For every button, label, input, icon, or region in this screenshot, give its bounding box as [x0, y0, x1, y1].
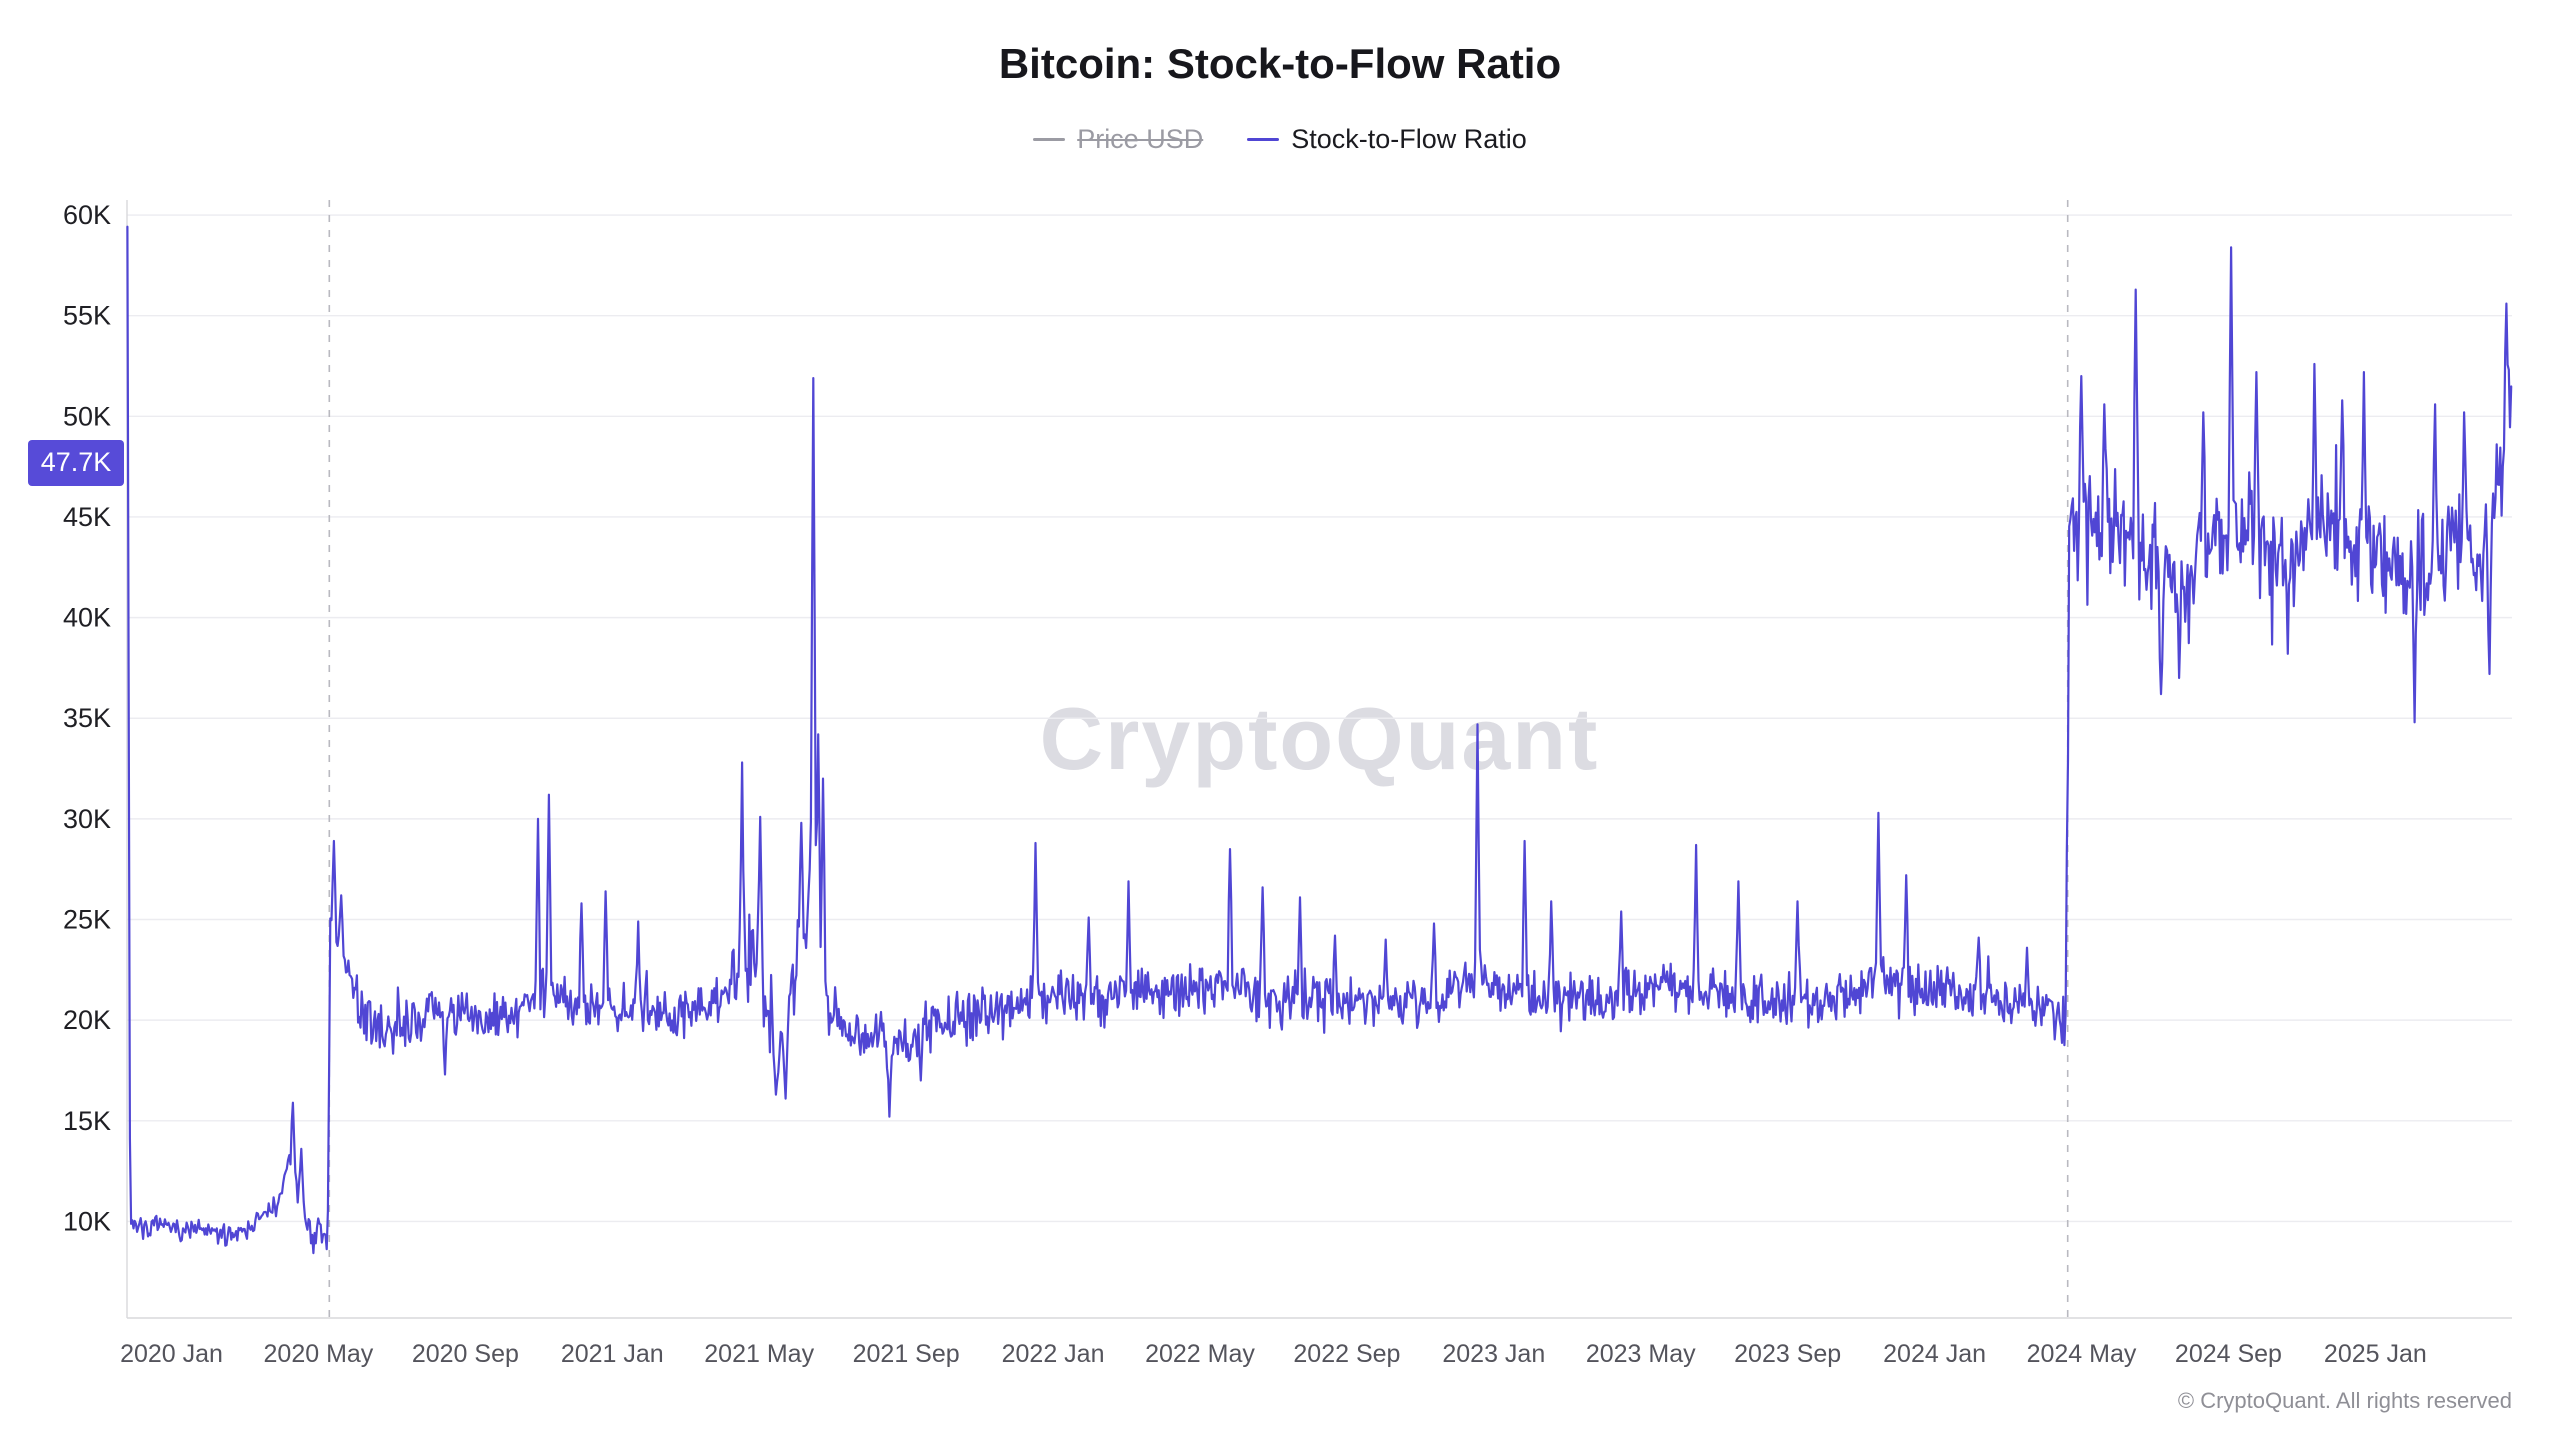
legend-item-price-usd[interactable]: Price USD: [1033, 124, 1203, 155]
x-axis-label: 2022 May: [1145, 1340, 1255, 1368]
cryptoquant-watermark: CryptoQuant: [1039, 689, 1600, 788]
x-axis-label: 2022 Jan: [1002, 1340, 1105, 1368]
y-axis-label: 40K: [63, 603, 111, 633]
y-axis-label: 55K: [63, 301, 111, 331]
y-axis-label: 10K: [63, 1206, 111, 1236]
current-value-badge: 47.7K: [28, 439, 124, 486]
x-axis-label: 2020 May: [264, 1340, 374, 1368]
x-axis-label: 2022 Sep: [1293, 1340, 1400, 1368]
x-axis-label: 2021 May: [704, 1340, 814, 1368]
x-axis-label: 2025 Jan: [2324, 1340, 2427, 1368]
x-axis-label: 2024 Jan: [1883, 1340, 1986, 1368]
legend: Price USD Stock-to-Flow Ratio: [0, 124, 2560, 155]
y-axis-label: 50K: [63, 401, 111, 431]
y-axis-label: 15K: [63, 1106, 111, 1136]
x-axis-label: 2023 May: [1586, 1340, 1696, 1368]
page-title: Bitcoin: Stock-to-Flow Ratio: [998, 40, 1562, 87]
y-axis-label: 30K: [63, 804, 111, 834]
x-axis-label: 2024 Sep: [2175, 1340, 2282, 1368]
y-axis-label: 20K: [63, 1005, 111, 1035]
x-axis-label: 2023 Jan: [1442, 1340, 1545, 1368]
x-axis-label: 2020 Sep: [412, 1340, 519, 1368]
legend-label-stock-to-flow: Stock-to-Flow Ratio: [1291, 124, 1527, 154]
price-usd-line-icon: [1033, 138, 1066, 141]
stock-to-flow-line-icon: [1247, 138, 1280, 141]
x-axis-label: 2021 Sep: [853, 1340, 960, 1368]
x-axis-label: 2021 Jan: [561, 1340, 664, 1368]
y-axis-label: 35K: [63, 703, 111, 733]
y-axis-label: 45K: [63, 502, 111, 532]
x-axis-label: 2020 Jan: [120, 1340, 223, 1368]
x-axis-label: 2023 Sep: [1734, 1340, 1841, 1368]
y-axis-label: 25K: [63, 905, 111, 935]
legend-label-price-usd: Price USD: [1077, 124, 1204, 154]
stock-to-flow-series-line: [126, 225, 2513, 1255]
legend-item-stock-to-flow[interactable]: Stock-to-Flow Ratio: [1247, 124, 1527, 155]
footer-copyright: © CryptoQuant. All rights reserved: [2177, 1388, 2512, 1413]
x-axis-label: 2024 May: [2027, 1340, 2137, 1368]
y-axis-label: 60K: [63, 200, 111, 230]
